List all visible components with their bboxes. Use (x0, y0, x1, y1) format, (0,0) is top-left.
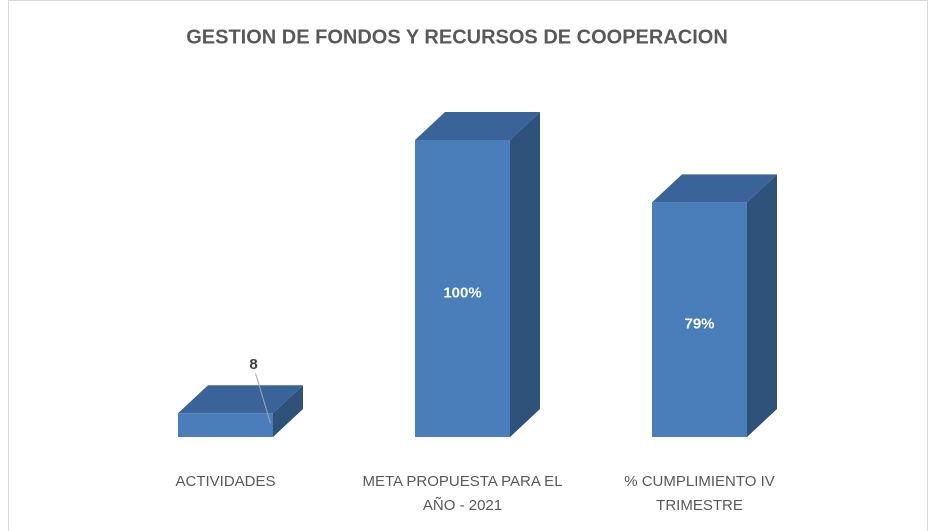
bar-top (415, 112, 540, 140)
data-label: 79% (684, 316, 714, 333)
bar (178, 413, 273, 437)
data-label: 8 (249, 356, 257, 373)
bar (415, 140, 510, 437)
x-tick-label: ACTIVIDADES (175, 473, 276, 490)
chart-border (8, 0, 928, 531)
bar-side (747, 174, 777, 437)
bar-top (652, 174, 777, 203)
x-tick-label: META PROPUESTA PARA EL AÑO - 2021 (362, 473, 563, 514)
chart-title: GESTION DE FONDOS Y RECURSOS DE COOPERAC… (186, 26, 728, 48)
data-label: 100% (443, 284, 481, 301)
x-tick-label: % CUMPLIMIENTO IV TRIMESTRE (624, 473, 775, 514)
leader-line (255, 373, 271, 424)
bar-top (178, 385, 303, 414)
bar-side (273, 385, 303, 437)
bar-side (510, 112, 540, 437)
bar (652, 202, 747, 437)
